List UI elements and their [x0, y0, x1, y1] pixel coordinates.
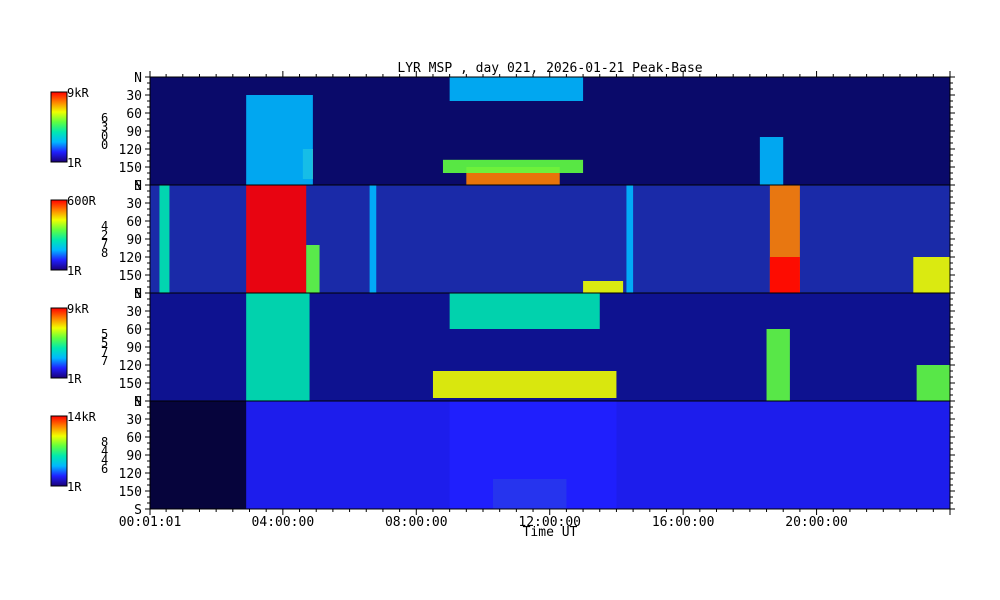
- x-axis: 00:01:01 04:00:00 08:00:00 12:00:00 16:00:00…: [119, 71, 951, 530]
- y-tick-label: 120: [119, 359, 142, 374]
- y-tick-label: 90: [126, 233, 142, 248]
- emission-region: [442, 159, 584, 173]
- colorbar-scale-digit: 6: [101, 462, 108, 476]
- emission-region: [449, 77, 584, 101]
- colorbar-max-label: 9kR: [67, 86, 89, 100]
- x-tick-label: 16:00:00: [652, 515, 715, 530]
- y-tick-label: S: [134, 287, 142, 302]
- y-tick-label: N: [134, 287, 142, 302]
- y-tick-label: 60: [126, 431, 142, 446]
- x-tick-label: 20:00:00: [785, 515, 848, 530]
- y-tick-label: 30: [126, 413, 142, 428]
- emission-region: [769, 257, 800, 293]
- colorbar-scale-digit: 4: [101, 444, 108, 458]
- colorbar-scale-digit: 7: [101, 354, 108, 368]
- emission-region: [369, 185, 377, 293]
- colorbar-min-label: 1R: [67, 480, 82, 494]
- y-tick-label: N: [134, 71, 142, 86]
- y-tick-label: 30: [126, 89, 142, 104]
- y-tick-label: 90: [126, 341, 142, 356]
- y-tick-label: 120: [119, 467, 142, 482]
- emission-region: [246, 185, 307, 293]
- chart-title: LYR MSP , day 021, 2026-01-21 Peak-Base: [397, 61, 702, 76]
- colorbar-scale-digit: 0: [101, 129, 108, 143]
- emission-region: [759, 137, 784, 185]
- y-tick-label: 150: [119, 485, 142, 500]
- colorbar-min-label: 1R: [67, 264, 82, 278]
- y-tick-label: 90: [126, 449, 142, 464]
- panels-layer: N306090120150S9kR1R6300N306090120150S600…: [50, 71, 955, 518]
- y-tick-label: 30: [126, 197, 142, 212]
- emission-region: [449, 293, 600, 329]
- colorbar-scale-digit: 7: [101, 345, 108, 359]
- emission-region: [246, 95, 313, 185]
- y-tick-label: 120: [119, 251, 142, 266]
- x-tick-label: 08:00:00: [385, 515, 448, 530]
- colorbar-scale-digit: 5: [101, 336, 108, 350]
- emission-region: [583, 281, 624, 293]
- emission-region: [626, 185, 634, 293]
- colorbar-max-label: 9kR: [67, 302, 89, 316]
- colorbar-scale-digit: 0: [101, 138, 108, 152]
- emission-region: [159, 185, 170, 293]
- y-tick-label: S: [134, 503, 142, 518]
- colorbar-scale-digit: 2: [101, 228, 108, 242]
- colorbar: [50, 91, 68, 163]
- colorbar: [50, 307, 68, 379]
- colorbar-scale-digit: 4: [101, 219, 108, 233]
- y-tick-label: 150: [119, 377, 142, 392]
- y-tick-label: 60: [126, 215, 142, 230]
- y-tick-label: N: [134, 395, 142, 410]
- y-tick-label: S: [134, 179, 142, 194]
- colorbar-scale-digit: 5: [101, 327, 108, 341]
- y-tick-label: S: [134, 395, 142, 410]
- emission-region: [913, 257, 950, 293]
- y-tick-label: 90: [126, 125, 142, 140]
- emission-region: [432, 371, 617, 398]
- colorbar-scale-digit: 3: [101, 120, 108, 134]
- emission-region: [766, 329, 790, 401]
- colorbar-min-label: 1R: [67, 156, 82, 170]
- y-tick-label: N: [134, 179, 142, 194]
- colorbar-scale-digit: 8: [101, 435, 108, 449]
- colorbar: [50, 199, 68, 271]
- x-axis-label: Time UT: [523, 525, 578, 540]
- colorbar-min-label: 1R: [67, 372, 82, 386]
- colorbar-max-label: 600R: [67, 194, 97, 208]
- colorbar: [50, 415, 68, 487]
- y-tick-label: 30: [126, 305, 142, 320]
- y-tick-label: 120: [119, 143, 142, 158]
- colorbar-scale-digit: 8: [101, 246, 108, 260]
- colorbar-scale-digit: 6: [101, 111, 108, 125]
- y-tick-label: 60: [126, 107, 142, 122]
- emission-region: [246, 401, 951, 509]
- emission-region: [306, 245, 320, 293]
- y-tick-label: 150: [119, 161, 142, 176]
- emission-region: [246, 293, 310, 401]
- colorbar-scale-digit: 4: [101, 453, 108, 467]
- colorbar-max-label: 14kR: [67, 410, 97, 424]
- y-tick-label: 60: [126, 323, 142, 338]
- x-tick-label: 12:00:00: [518, 515, 581, 530]
- x-tick-label: 00:01:01: [119, 515, 182, 530]
- colorbar-scale-digit: 7: [101, 237, 108, 251]
- x-tick-label: 04:00:00: [252, 515, 315, 530]
- y-tick-label: 150: [119, 269, 142, 284]
- emission-region: [916, 365, 950, 401]
